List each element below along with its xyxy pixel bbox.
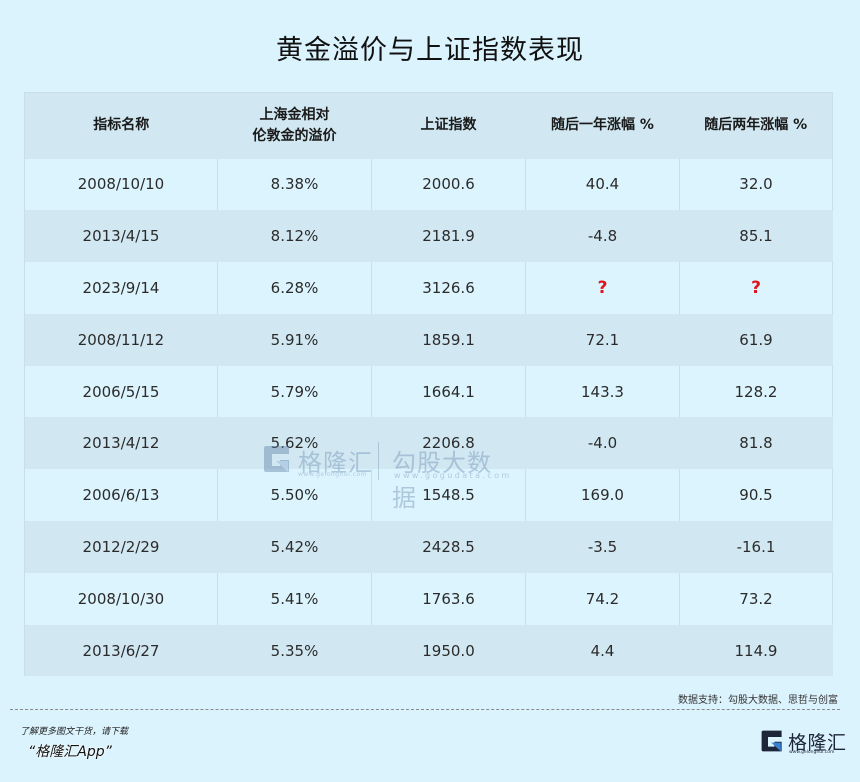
- cell-date: 2006/5/15: [24, 365, 218, 418]
- header-premium: 上海金相对 伦敦金的溢价: [252, 106, 337, 144]
- cell-index: 1950.0: [371, 624, 526, 677]
- cell-index: 1548.5: [371, 469, 526, 522]
- data-source-note: 数据支持：勾股大数据、思哲与创富: [678, 695, 838, 706]
- table-row: 2008/10/30 5.41% 1763.6 74.2 73.2: [24, 572, 833, 625]
- cell-index: 2428.5: [371, 521, 526, 573]
- cell-2y: 128.2: [679, 365, 833, 418]
- table-row: 2013/6/27 5.35% 1950.0 4.4 114.9: [24, 624, 833, 677]
- header-1y-return: 随后一年涨幅 %: [551, 117, 654, 134]
- cell-2y: 32.0: [679, 158, 833, 211]
- cell-1y: -4.0: [525, 417, 680, 470]
- cell-1y-unknown: ?: [525, 262, 680, 314]
- cell-2y: 114.9: [679, 624, 833, 677]
- table-row: 2013/4/12 5.62% 2206.8 -4.0 81.8: [24, 417, 833, 470]
- cell-premium: 8.12%: [217, 210, 372, 263]
- cell-premium: 5.79%: [217, 365, 372, 418]
- cell-index: 2206.8: [371, 417, 526, 470]
- cell-premium: 8.38%: [217, 158, 372, 211]
- cell-index: 2000.6: [371, 158, 526, 211]
- cell-index: 1763.6: [371, 572, 526, 625]
- cell-2y: 90.5: [679, 469, 833, 522]
- cell-date: 2013/6/27: [24, 624, 218, 677]
- cell-premium: 5.42%: [217, 521, 372, 573]
- header-sse-index: 上证指数: [420, 117, 477, 134]
- footer-brand: 格隆汇 www.gelonghui.com: [760, 728, 850, 756]
- promo-app-name: “格隆汇App”: [28, 744, 112, 760]
- cell-date: 2012/2/29: [24, 521, 218, 573]
- promo-text: 了解更多图文干货，请下载: [20, 727, 129, 737]
- gelonghui-logo-icon: [761, 730, 782, 752]
- table-row: 2008/11/12 5.91% 1859.1 72.1 61.9: [24, 313, 833, 366]
- footer-brand-name: 格隆汇: [788, 732, 847, 754]
- cell-premium: 5.35%: [217, 624, 372, 677]
- cell-2y: 61.9: [679, 313, 833, 366]
- cell-premium: 5.91%: [217, 313, 372, 366]
- cell-2y: 85.1: [679, 210, 833, 263]
- cell-premium: 5.41%: [217, 572, 372, 625]
- cell-index: 3126.6: [371, 262, 526, 314]
- cell-1y: 169.0: [525, 469, 680, 522]
- cell-date: 2013/4/12: [24, 417, 218, 470]
- header-2y-return: 随后两年涨幅 %: [679, 92, 833, 159]
- table-row: 2012/2/29 5.42% 2428.5 -3.5 -16.1: [24, 521, 833, 573]
- table-header-row: 指标名称 上海金相对 伦敦金的溢价 上证指数 随后一年涨幅 % 随后两年涨幅 %: [24, 92, 833, 159]
- cell-2y: -16.1: [679, 521, 833, 573]
- cell-2y-unknown: ?: [679, 262, 833, 314]
- table-row: 2023/9/14 6.28% 3126.6 ? ?: [24, 262, 833, 314]
- cell-2y: 81.8: [679, 417, 833, 470]
- cell-index: 1664.1: [371, 365, 526, 418]
- cell-1y: 72.1: [525, 313, 680, 366]
- table-row: 2006/6/13 5.50% 1548.5 169.0 90.5: [24, 469, 833, 522]
- cell-premium: 5.62%: [217, 417, 372, 470]
- cell-date: 2008/11/12: [24, 313, 218, 366]
- cell-date: 2006/6/13: [24, 469, 218, 522]
- header-indicator: 指标名称: [93, 117, 150, 134]
- footer-divider: [10, 709, 840, 710]
- cell-1y: 143.3: [525, 365, 680, 418]
- cell-date: 2008/10/30: [24, 572, 218, 625]
- cell-date: 2023/9/14: [24, 262, 218, 314]
- cell-premium: 5.50%: [217, 469, 372, 522]
- cell-index: 2181.9: [371, 210, 526, 263]
- cell-premium: 6.28%: [217, 262, 372, 314]
- premium-table: 指标名称 上海金相对 伦敦金的溢价 上证指数 随后一年涨幅 % 随后两年涨幅 % …: [24, 92, 833, 677]
- page-title: 黄金溢价与上证指数表现: [276, 35, 584, 66]
- cell-1y: -4.8: [525, 210, 680, 263]
- cell-1y: 74.2: [525, 572, 680, 625]
- table-row: 2006/5/15 5.79% 1664.1 143.3 128.2: [24, 365, 833, 418]
- cell-index: 1859.1: [371, 313, 526, 366]
- table-row: 2008/10/10 8.38% 2000.6 40.4 32.0: [24, 158, 833, 211]
- cell-1y: 4.4: [525, 624, 680, 677]
- table-row: 2013/4/15 8.12% 2181.9 -4.8 85.1: [24, 210, 833, 263]
- cell-1y: 40.4: [525, 158, 680, 211]
- cell-1y: -3.5: [525, 521, 680, 573]
- cell-2y: 73.2: [679, 572, 833, 625]
- cell-date: 2013/4/15: [24, 210, 218, 263]
- footer-brand-url: www.gelonghui.com: [789, 750, 835, 755]
- cell-date: 2008/10/10: [24, 158, 218, 211]
